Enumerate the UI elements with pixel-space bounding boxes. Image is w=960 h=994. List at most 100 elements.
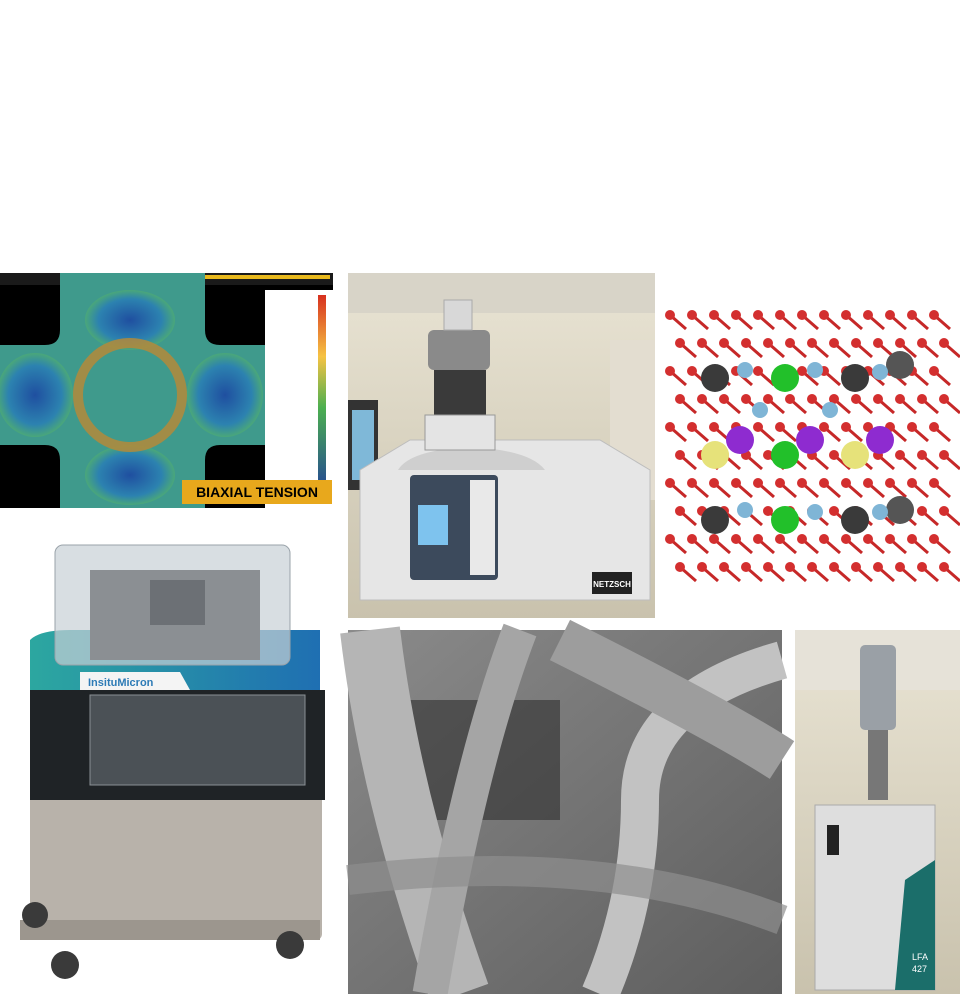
- crystal-atom: [807, 338, 817, 348]
- crystal-atom: [841, 441, 869, 469]
- crystal-atom: [771, 441, 799, 469]
- crystal-atom: [701, 364, 729, 392]
- crystal-atom: [819, 422, 829, 432]
- crystal-atom: [797, 478, 807, 488]
- crystal-atom: [785, 338, 795, 348]
- crystal-atom: [851, 394, 861, 404]
- crystal-atom: [907, 422, 917, 432]
- crystal-atom: [829, 338, 839, 348]
- crystal-atom: [939, 450, 949, 460]
- crystal-atom: [785, 562, 795, 572]
- dsc-panel: NETZSCH: [348, 273, 655, 618]
- crystal-atom: [675, 338, 685, 348]
- crystal-atom: [885, 478, 895, 488]
- crystal-atom: [771, 506, 799, 534]
- crystal-atom: [866, 426, 894, 454]
- crystal-atom: [819, 478, 829, 488]
- crystal-atom: [841, 364, 869, 392]
- crystal-atom: [873, 394, 883, 404]
- crystal-atom: [829, 394, 839, 404]
- crystal-atom: [741, 562, 751, 572]
- crystal-atom: [872, 364, 888, 380]
- crystal-atom: [675, 394, 685, 404]
- crystal-atom: [807, 362, 823, 378]
- crystal-atom: [753, 478, 763, 488]
- crystal-atom: [939, 506, 949, 516]
- crystal-atom: [917, 338, 927, 348]
- crystal-atom: [771, 364, 799, 392]
- machine-logo: InsituMicron: [88, 677, 154, 689]
- crystal-atom: [819, 310, 829, 320]
- crystal-atom: [873, 338, 883, 348]
- crystal-atom: [675, 562, 685, 572]
- crystal-atom: [873, 562, 883, 572]
- crystal-atom: [841, 478, 851, 488]
- crystal-atom: [665, 534, 675, 544]
- crystal-atom: [907, 478, 917, 488]
- crystal-atom: [863, 422, 873, 432]
- crystal-atom: [665, 366, 675, 376]
- sem-panel: [340, 619, 795, 994]
- crystal-atom: [775, 478, 785, 488]
- crystal-panel: [665, 310, 960, 583]
- crystal-atom: [886, 351, 914, 379]
- crystal-atom: [737, 362, 753, 378]
- crystal-atom: [785, 394, 795, 404]
- crystal-atom: [917, 506, 927, 516]
- strain-map-panel: BIAXIAL TENSION: [0, 273, 333, 508]
- crystal-atom: [907, 310, 917, 320]
- crystal-atom: [822, 402, 838, 418]
- dsc-brand: NETZSCH: [593, 580, 631, 589]
- crystal-atom: [885, 534, 895, 544]
- crystal-atom: [687, 534, 697, 544]
- crystal-atom: [851, 562, 861, 572]
- crystal-atom: [829, 562, 839, 572]
- crystal-atom: [775, 534, 785, 544]
- crystal-atom: [687, 366, 697, 376]
- crystal-atom: [929, 534, 939, 544]
- crystal-atom: [731, 310, 741, 320]
- crystal-atom: [863, 478, 873, 488]
- crystal-atom: [675, 450, 685, 460]
- crystal-atom: [775, 422, 785, 432]
- crystal-atom: [917, 562, 927, 572]
- crystal-atom: [726, 426, 754, 454]
- crystal-atom: [763, 450, 773, 460]
- crystal-atom: [939, 562, 949, 572]
- crystal-atom: [697, 562, 707, 572]
- crystal-atom: [829, 506, 839, 516]
- crystal-atom: [697, 338, 707, 348]
- crystal-atom: [797, 366, 807, 376]
- crystal-atom: [807, 504, 823, 520]
- crystal-atom: [775, 310, 785, 320]
- crystal-atom: [929, 422, 939, 432]
- crystal-atom: [863, 534, 873, 544]
- crystal-atom: [797, 534, 807, 544]
- crystal-atom: [929, 366, 939, 376]
- crystal-atom: [752, 402, 768, 418]
- crystal-atom: [886, 496, 914, 524]
- crystal-atom: [741, 394, 751, 404]
- machine-panel: InsituMicron: [20, 544, 325, 979]
- crystal-atom: [665, 422, 675, 432]
- crystal-atom: [895, 562, 905, 572]
- crystal-atom: [709, 310, 719, 320]
- crystal-atom: [665, 478, 675, 488]
- crystal-atom: [741, 338, 751, 348]
- crystal-atom: [895, 338, 905, 348]
- crystal-atom: [719, 394, 729, 404]
- crystal-atom: [737, 502, 753, 518]
- crystal-atom: [763, 338, 773, 348]
- lfa-model-line: 427: [912, 964, 927, 974]
- crystal-atom: [841, 310, 851, 320]
- crystal-atom: [885, 310, 895, 320]
- crystal-atom: [829, 450, 839, 460]
- crystal-atom: [797, 310, 807, 320]
- crystal-atom: [687, 310, 697, 320]
- crystal-atom: [939, 394, 949, 404]
- crystal-atom: [872, 504, 888, 520]
- crystal-atom: [719, 562, 729, 572]
- crystal-atom: [895, 394, 905, 404]
- crystal-atom: [731, 534, 741, 544]
- crystal-atom: [895, 450, 905, 460]
